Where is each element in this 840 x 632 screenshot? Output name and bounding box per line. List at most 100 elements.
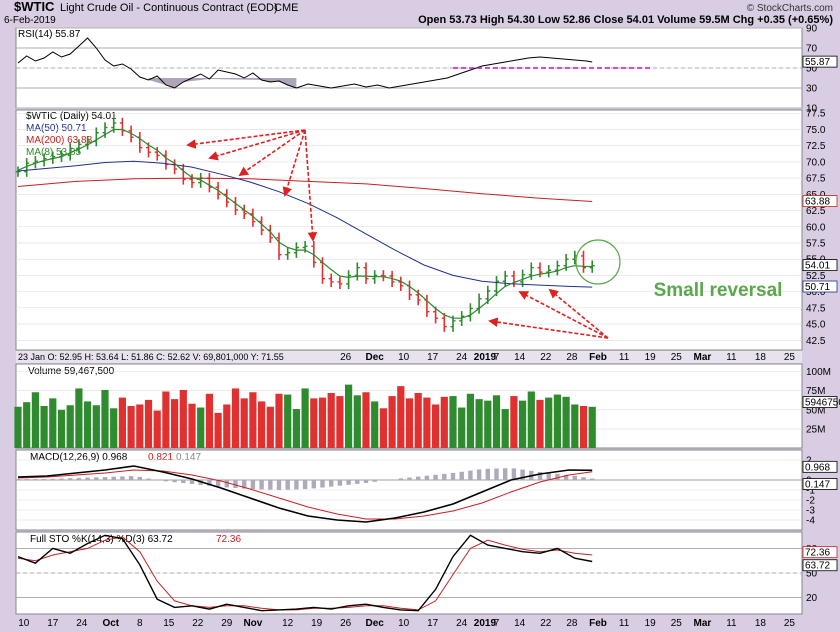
macd-histogram-bar <box>555 473 560 480</box>
macd-histogram-bar <box>128 476 134 480</box>
x-axis-label: 10 <box>18 618 30 629</box>
volume-tick-label: 25M <box>806 424 825 435</box>
volume-tick-label: 75M <box>806 386 825 397</box>
volume-tick-label: 100M <box>806 367 831 378</box>
macd-histogram-bar <box>59 478 64 480</box>
macd-legend: MACD(12,26,9) 0.968 <box>30 452 128 463</box>
x-axis-label: 19 <box>645 618 657 629</box>
brand-watermark: © StockCharts.com <box>747 3 833 14</box>
volume-last-value: 59467500 <box>805 398 840 409</box>
macd-histogram-bar <box>450 473 456 480</box>
volume-bar <box>75 388 83 448</box>
sto-d-line <box>17 536 593 611</box>
macd-histogram-bar <box>76 477 82 480</box>
volume-bar <box>144 399 153 448</box>
volume-bar <box>153 410 161 448</box>
x-axis-label: 17 <box>427 618 439 629</box>
volume-bar <box>266 406 274 448</box>
macd-histogram-bar <box>24 479 29 480</box>
ohlc-info-bar <box>16 351 802 363</box>
sto-k-last-value-box <box>802 559 838 572</box>
macd-histogram-bar <box>181 480 186 484</box>
x-axis-label: 7 <box>494 618 500 629</box>
chart-date: 6-Feb-2019 <box>4 15 56 26</box>
macd-histogram-bar <box>259 480 264 490</box>
x-axis-label: 24 <box>76 618 88 629</box>
volume-bar <box>258 401 266 448</box>
volume-bar <box>171 399 179 448</box>
volume-bar <box>362 392 370 448</box>
chart-exchange: CME <box>274 2 298 14</box>
macd-last-value-box <box>802 460 838 473</box>
volume-bar <box>405 398 414 448</box>
volume-bar <box>231 388 240 448</box>
annotation-arrow <box>548 288 609 339</box>
volume-bar <box>84 401 92 448</box>
sto-k-last-value: 63.72 <box>805 561 830 572</box>
volume-bar <box>223 404 231 448</box>
sto-legend: Full STO %K(14,3) %D(3) 63.72 <box>30 534 173 545</box>
volume-bar <box>588 406 596 448</box>
x-axis-label: 11 <box>619 618 630 629</box>
volume-bar <box>510 396 518 448</box>
x-axis-label: 2019 <box>474 352 497 363</box>
volume-bar <box>92 405 100 448</box>
x-axis-label: 18 <box>755 618 767 629</box>
volume-bar <box>571 404 579 448</box>
volume-bar <box>423 397 431 448</box>
x-axis-label: 19 <box>645 352 657 363</box>
macd-legend-signal: 0.821 <box>148 452 173 463</box>
volume-bar <box>388 396 396 448</box>
x-axis-label: 19 <box>311 618 323 629</box>
ma8-line <box>17 128 593 319</box>
macd-histogram-bar <box>224 480 229 488</box>
macd-histogram-bar <box>433 474 438 480</box>
ma200-last-value-box <box>802 195 838 207</box>
macd-histogram-bar <box>215 480 221 487</box>
volume-bar <box>14 406 22 448</box>
volume-bar <box>397 386 405 448</box>
macd-histogram-bar <box>120 476 125 480</box>
x-axis-label: 24 <box>456 618 468 629</box>
volume-bar <box>101 389 109 448</box>
volume-bar <box>536 399 544 448</box>
annotation-arrow <box>186 129 306 149</box>
x-axis-label: 22 <box>192 618 204 629</box>
x-axis-label: 12 <box>282 618 294 629</box>
macd-histogram-bar <box>503 468 508 480</box>
volume-bar <box>310 398 318 448</box>
macd-histogram-bar <box>102 477 108 480</box>
volume-last-value-box <box>802 396 838 408</box>
price-tick-label: 50.0 <box>806 287 826 298</box>
price-legend-ma8: MA(8) 53.85 <box>26 147 81 158</box>
macd-histogram-bar <box>85 477 90 480</box>
sto-k-line <box>17 534 593 612</box>
ma50-line <box>17 160 593 288</box>
chart-symbol: $WTIC <box>14 0 55 14</box>
volume-bar <box>197 407 205 448</box>
price-tick-label: 70.0 <box>806 157 826 168</box>
x-axis-label: 10 <box>398 352 410 363</box>
price-tick-label: 75.0 <box>806 125 826 136</box>
macd-histogram-bar <box>398 478 403 480</box>
macd-histogram-bar <box>137 477 142 480</box>
ma50-last-value-box <box>802 280 838 293</box>
price-legend-symbol: $WTIC (Daily) 54.01 <box>26 111 117 122</box>
price-panel: $WTIC (Daily) 54.01 MA(50) 50.71 MA(200)… <box>15 109 803 351</box>
macd-histogram-bar <box>320 480 325 488</box>
price-legend-ma50: MA(50) 50.71 <box>26 123 87 134</box>
volume-bar <box>205 393 213 448</box>
volume-bar <box>240 398 248 448</box>
sto-legend-d: 72.36 <box>216 534 241 545</box>
x-axis-label: Feb <box>589 352 607 363</box>
volume-bar <box>553 394 561 448</box>
macd-histogram-bar <box>242 480 247 489</box>
macd-last-value: 0.968 <box>805 462 830 473</box>
volume-bar <box>31 392 39 448</box>
volume-bar <box>492 395 501 448</box>
x-axis-label: 26 <box>340 618 352 629</box>
volume-bar <box>57 409 66 448</box>
macd-tick-label: -2 <box>806 496 815 507</box>
annotation-arrow <box>518 291 609 339</box>
macd-hist-last-value: 0.147 <box>805 480 830 491</box>
